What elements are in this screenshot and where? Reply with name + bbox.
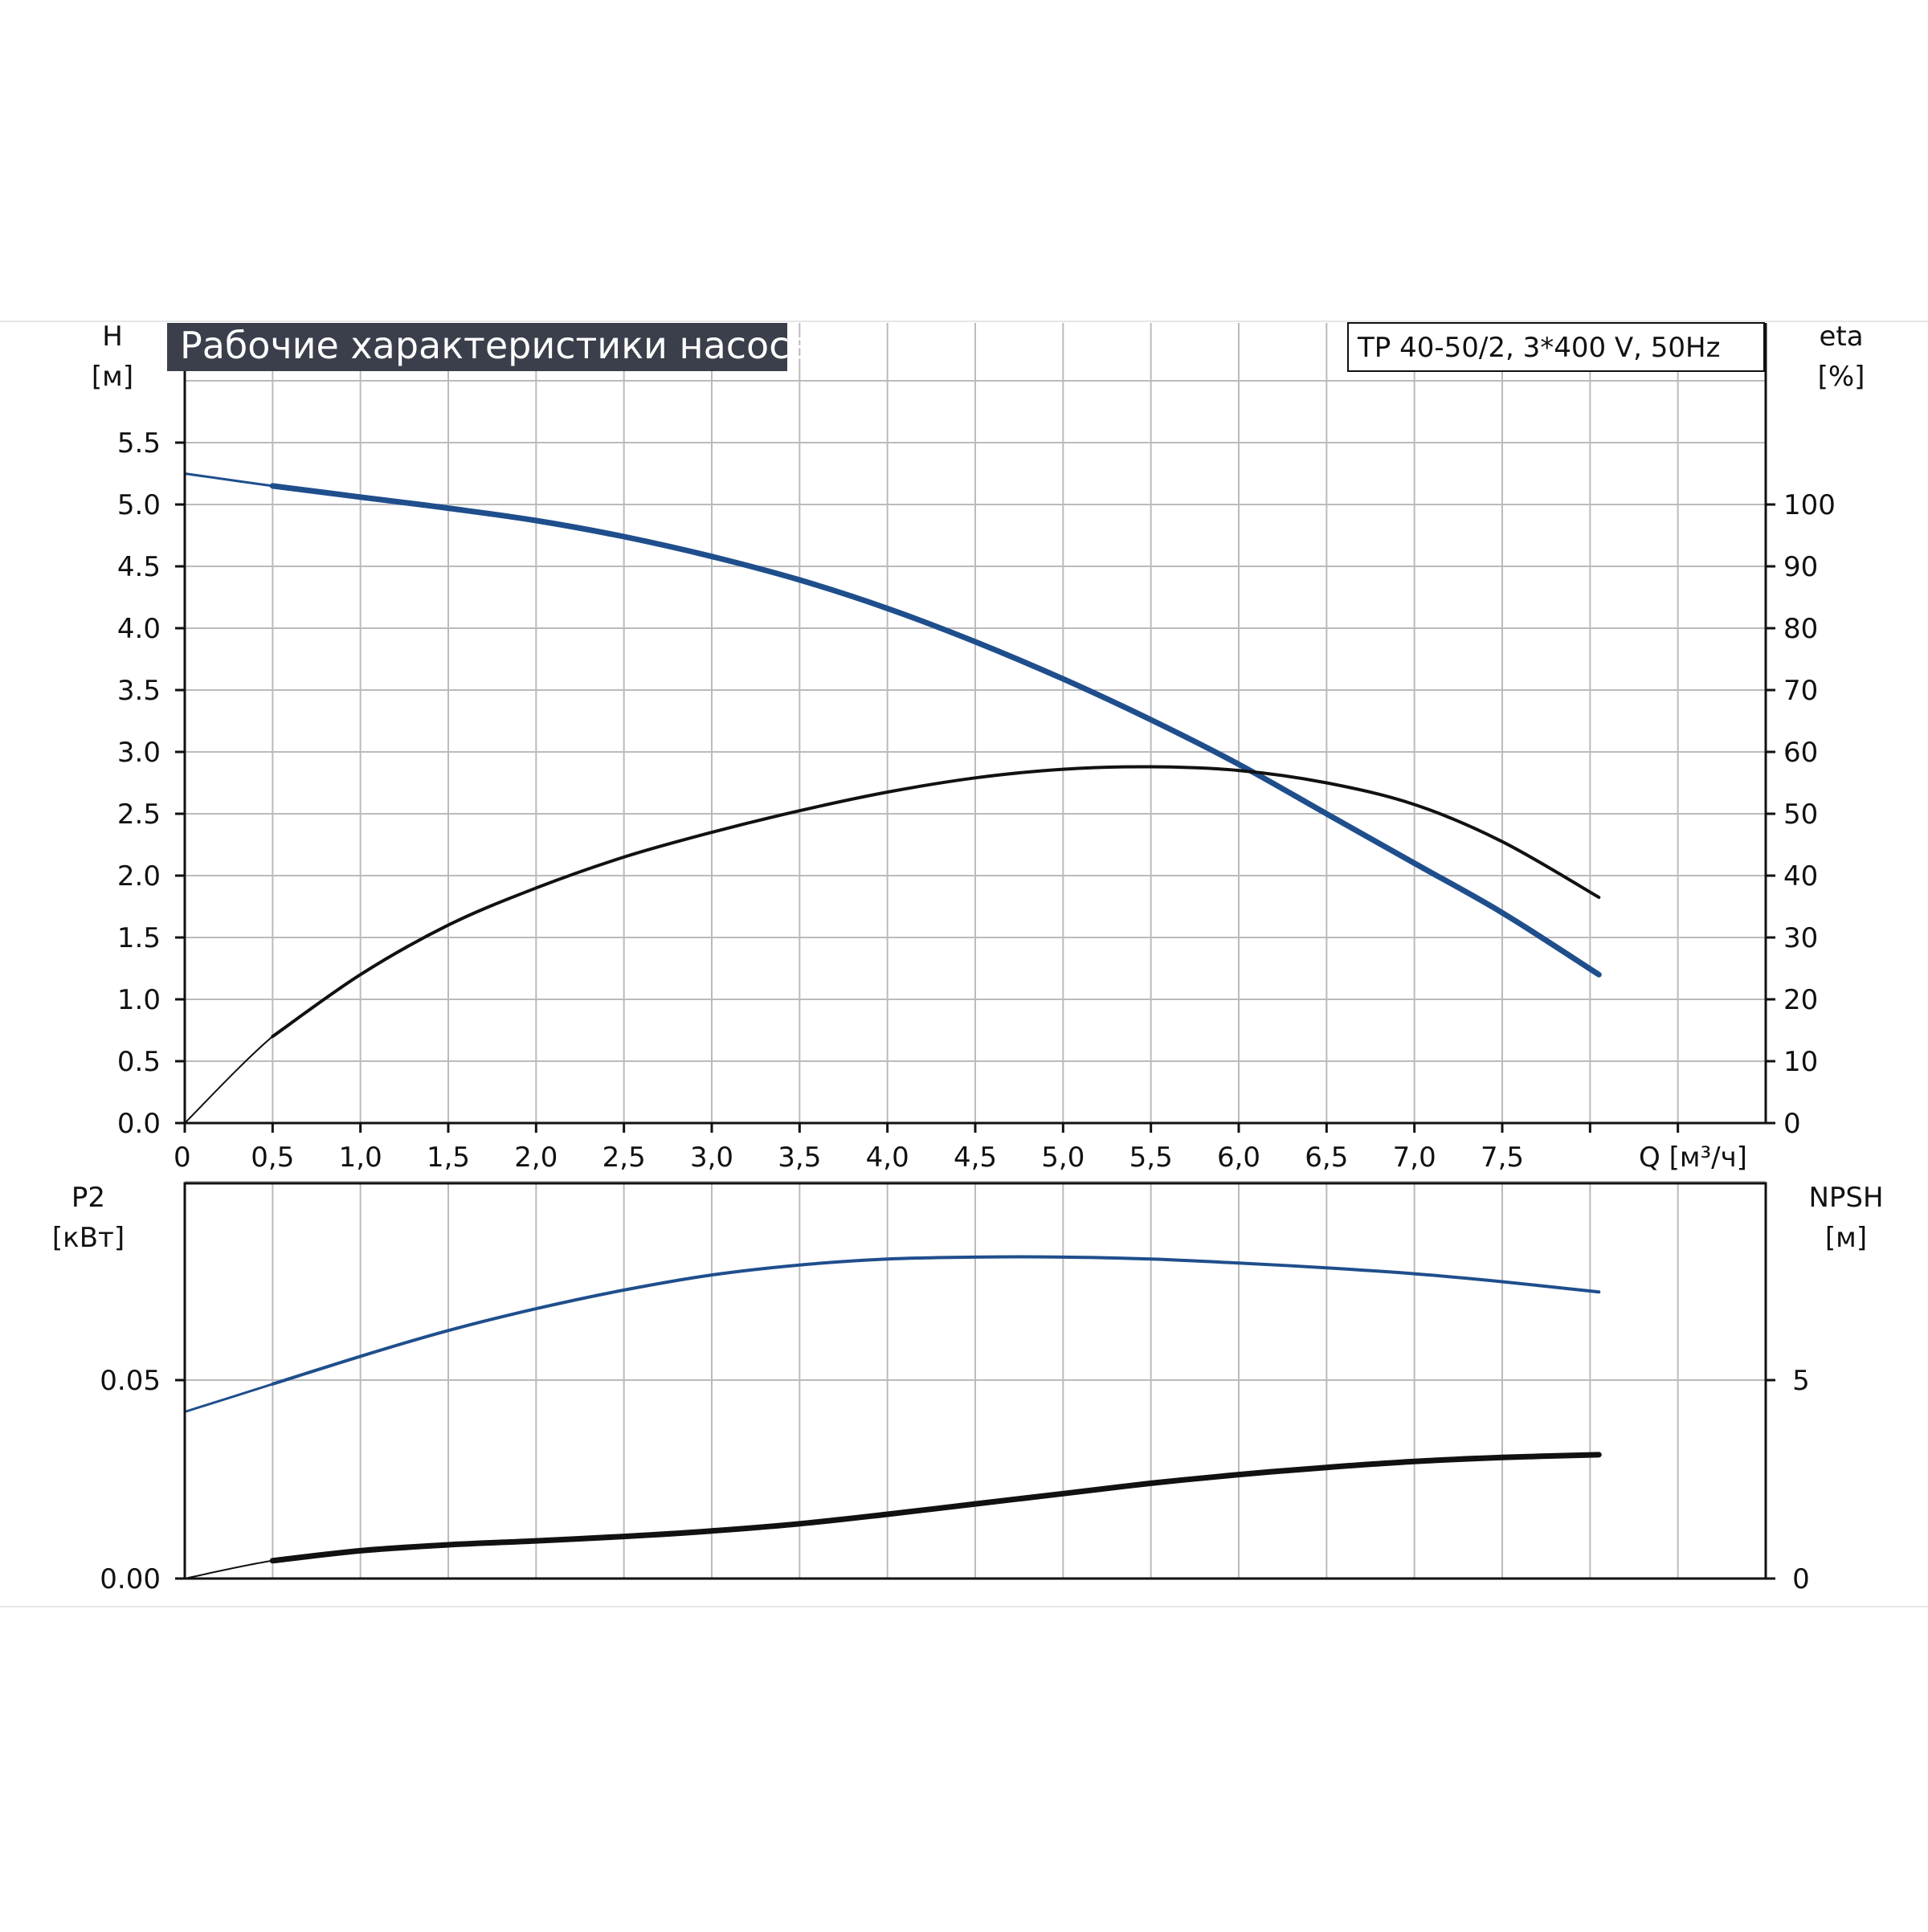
top-left-tick-label: 3.5 — [117, 675, 161, 707]
x-tick-label: 4,0 — [866, 1142, 909, 1174]
title-box: Рабочие характеристики насоса — [167, 323, 812, 371]
top-right-tick-label: 60 — [1783, 737, 1818, 769]
top-right-tick-label: 100 — [1783, 489, 1836, 521]
top-right-tick-label: 10 — [1783, 1046, 1818, 1078]
bottom-left-tick-label: 0.05 — [100, 1365, 161, 1397]
x-tick-label: 7,5 — [1481, 1142, 1524, 1174]
x-tick-label: 5,0 — [1041, 1142, 1084, 1174]
npsh-curve — [269, 1452, 1602, 1564]
model-box: TP 40-50/2, 3*400 V, 50Hz — [1347, 322, 1765, 372]
model-label: TP 40-50/2, 3*400 V, 50Hz — [1357, 332, 1720, 364]
x-tick-label: 6,5 — [1305, 1142, 1348, 1174]
top-right-tick-label: 20 — [1783, 984, 1818, 1016]
top-right-tick-label: 50 — [1783, 799, 1818, 831]
power-curve — [271, 1255, 1601, 1386]
bottom-right-tick-label: 5 — [1792, 1365, 1810, 1397]
top-right-tick-label: 80 — [1783, 613, 1818, 645]
top-left-tick-label: 2.0 — [117, 860, 161, 892]
x-tick-label: 2,5 — [602, 1142, 646, 1174]
top-left-tick-label: 4.5 — [117, 551, 161, 583]
x-tick-label: 4,5 — [954, 1142, 997, 1174]
curve-layer — [184, 472, 1602, 1579]
x-tick-label: 6,0 — [1217, 1142, 1260, 1174]
chart-title: Рабочие характеристики насоса — [180, 324, 812, 367]
top-right-tick-label: 70 — [1783, 675, 1818, 707]
title-background — [167, 323, 787, 371]
x-axis-label: Q [м³/ч] — [1639, 1142, 1747, 1174]
power-curve-thin-segment — [184, 1383, 273, 1413]
efficiency-curve — [271, 765, 1601, 1039]
x-tick-label: 1,0 — [339, 1142, 382, 1174]
bottom-left-axis-unit: [кВт] — [52, 1222, 125, 1254]
x-tick-label: 3,5 — [778, 1142, 821, 1174]
top-left-tick-label: 0.5 — [117, 1046, 161, 1078]
top-right-tick-label: 40 — [1783, 860, 1818, 892]
top-right-tick-label: 30 — [1783, 922, 1818, 954]
top-left-tick-label: 4.0 — [117, 613, 161, 645]
frame-layer — [0, 321, 1928, 1607]
top-left-tick-label: 2.5 — [117, 799, 161, 831]
top-left-axis-label: H — [102, 321, 123, 353]
top-right-tick-label: 90 — [1783, 551, 1818, 583]
x-tick-label: 1,5 — [427, 1142, 470, 1174]
x-tick-label: 7,0 — [1393, 1142, 1436, 1174]
x-tick-label: 5,5 — [1129, 1142, 1173, 1174]
npsh-curve-thin-segment — [184, 1559, 273, 1579]
top-right-tick-label: 0 — [1783, 1108, 1801, 1140]
top-left-tick-label: 3.0 — [117, 737, 161, 769]
top-left-tick-label: 5.0 — [117, 489, 161, 521]
x-tick-label: 2,0 — [514, 1142, 558, 1174]
top-left-axis-unit: [м] — [92, 361, 133, 393]
x-tick-label: 3,0 — [690, 1142, 733, 1174]
top-right-axis-unit: [%] — [1818, 361, 1865, 393]
top-left-tick-label: 0.0 — [117, 1108, 161, 1140]
top-right-axis-label: eta — [1819, 321, 1863, 353]
model-background — [1347, 322, 1765, 372]
bottom-right-axis-unit: [м] — [1825, 1222, 1867, 1254]
axis-layer: 0.0 0.5 1.0 1.5 2.0 2.5 3.0 3.5 4.0 4.5 5.0 5.5 0 10 2… — [100, 323, 1836, 1595]
bottom-left-tick-label: 0.00 — [100, 1563, 161, 1595]
top-left-tick-label: 1.5 — [117, 922, 161, 954]
x-tick-label: 0 — [174, 1142, 191, 1174]
bottom-right-tick-label: 0 — [1792, 1563, 1810, 1595]
head-curve-thin-segment — [184, 472, 273, 488]
x-tick-label: 0,5 — [251, 1142, 294, 1174]
bottom-right-axis-label: NPSH — [1808, 1182, 1883, 1214]
head-curve — [269, 483, 1602, 978]
bottom-left-axis-label: P2 — [71, 1182, 105, 1214]
top-left-tick-label: 1.0 — [117, 984, 161, 1016]
top-left-tick-label: 5.5 — [117, 427, 161, 460]
efficiency-curve-thin-segment — [184, 1035, 273, 1124]
grid-layer — [184, 323, 1767, 1579]
